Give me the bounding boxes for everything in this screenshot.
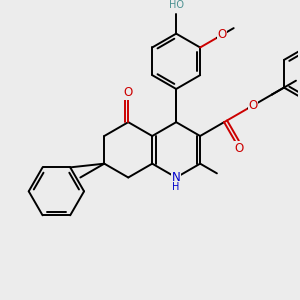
Text: O: O [124, 86, 133, 99]
Text: O: O [249, 99, 258, 112]
Text: HO: HO [169, 0, 184, 11]
Text: H: H [172, 182, 180, 192]
Text: O: O [218, 28, 227, 41]
Text: N: N [172, 171, 181, 184]
Text: O: O [235, 142, 244, 155]
